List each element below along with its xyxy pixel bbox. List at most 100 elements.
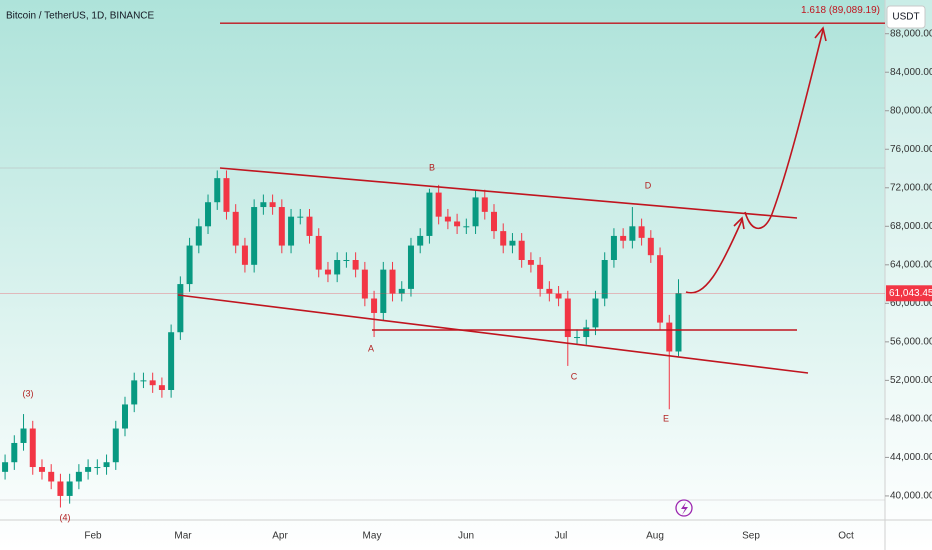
candle-body [610, 235, 617, 260]
candle-body [527, 260, 534, 265]
candle-body [269, 202, 276, 208]
wave-label: B [429, 162, 435, 172]
candle-body [426, 192, 433, 236]
currency-box[interactable] [886, 5, 926, 29]
candle-body [592, 298, 599, 328]
candle-body [435, 192, 442, 217]
x-tick-label: Jun [458, 531, 474, 542]
y-tick-label: 68,000.00 [890, 221, 932, 232]
x-tick-label: Oct [838, 531, 854, 542]
candle-body [251, 207, 258, 265]
candle-body [48, 471, 55, 482]
candle-body [112, 428, 119, 463]
candle-body [75, 471, 82, 482]
wave-label: A [368, 343, 374, 353]
candle-body [481, 197, 488, 212]
candle-body [278, 207, 285, 246]
x-tick-label: Feb [84, 531, 102, 542]
candle-body [666, 322, 673, 352]
wave-label: (4) [60, 512, 71, 522]
currency[interactable]: USDT [892, 12, 919, 23]
candle-body [343, 260, 350, 261]
candle-body [334, 260, 341, 275]
candle-body [66, 481, 73, 496]
candle-body [315, 235, 322, 270]
candle-body [463, 226, 470, 228]
projection-arrow [744, 29, 824, 230]
candle-body [94, 467, 101, 469]
candle-body [38, 467, 45, 472]
candle-body [195, 226, 202, 246]
candle-body [158, 385, 165, 390]
candle-body [454, 221, 461, 227]
candle-body [168, 332, 175, 390]
candle-body [638, 226, 645, 238]
candle-body [491, 211, 497, 232]
candle-body [232, 211, 239, 246]
candle-body [297, 216, 304, 218]
candle-body [537, 264, 544, 289]
candle-body [131, 380, 138, 405]
event-icon-bolt [681, 502, 688, 515]
candle-body [380, 269, 387, 313]
x-tick-label: Mar [174, 531, 192, 542]
candle-body [149, 380, 156, 386]
candle-body [57, 481, 64, 496]
y-tick-label: 52,000.00 [890, 375, 932, 386]
candle-body [675, 293, 682, 352]
candle-body [398, 288, 405, 294]
target-label: 1.618 (89,089.19) [801, 5, 880, 16]
y-tick-label: 40,000.00 [890, 491, 932, 502]
candle-body [306, 216, 313, 236]
x-tick-label: Aug [646, 531, 664, 542]
candle-body [205, 202, 212, 227]
candle-body [555, 293, 562, 299]
candle-body [574, 337, 581, 339]
wave-label: C [571, 371, 578, 381]
candle-body [140, 380, 147, 382]
event-icon[interactable] [675, 499, 693, 517]
candle-body [2, 462, 9, 472]
candle-body [260, 202, 267, 208]
x-tick-label: May [363, 531, 382, 542]
candle-body [518, 240, 525, 260]
candle-body [214, 178, 221, 203]
wave-label: E [663, 413, 669, 423]
arrow-head [733, 216, 745, 230]
candle-body [583, 327, 590, 338]
candle-body [444, 216, 451, 222]
candle-body [85, 467, 92, 472]
arrow-head [814, 26, 827, 42]
x-tick-label: Jul [555, 531, 568, 542]
wave-label: (3) [23, 388, 34, 398]
candle-body [601, 260, 608, 299]
candle-body [11, 442, 18, 463]
y-tick-label: 76,000.00 [890, 144, 932, 155]
candle-body [288, 216, 295, 246]
candle-body [371, 298, 378, 313]
candle-body [407, 245, 414, 289]
candle-body [620, 235, 627, 241]
x-tick-label: Apr [272, 531, 288, 542]
candle-body [417, 235, 424, 246]
y-tick-label: 44,000.00 [890, 452, 932, 463]
y-tick-label: 64,000.00 [890, 259, 932, 270]
candle-body [186, 245, 193, 285]
y-tick-label: 60,000.00 [890, 298, 932, 309]
candle-body [20, 428, 27, 443]
y-tick-label: 80,000.00 [890, 105, 932, 116]
price-axis [885, 0, 932, 520]
y-tick-label: 48,000.00 [890, 414, 932, 425]
last-price-box [886, 285, 932, 302]
candle-body [29, 428, 36, 468]
candle-body [546, 288, 553, 294]
candle-body [647, 237, 654, 256]
wave-label: D [645, 180, 652, 190]
candle-body [389, 269, 396, 294]
channel-top [219, 167, 798, 219]
candle-body [509, 240, 516, 246]
x-tick-label: Sep [742, 531, 760, 542]
chart-title: Bitcoin / TetherUS, 1D, BINANCE [6, 11, 155, 22]
